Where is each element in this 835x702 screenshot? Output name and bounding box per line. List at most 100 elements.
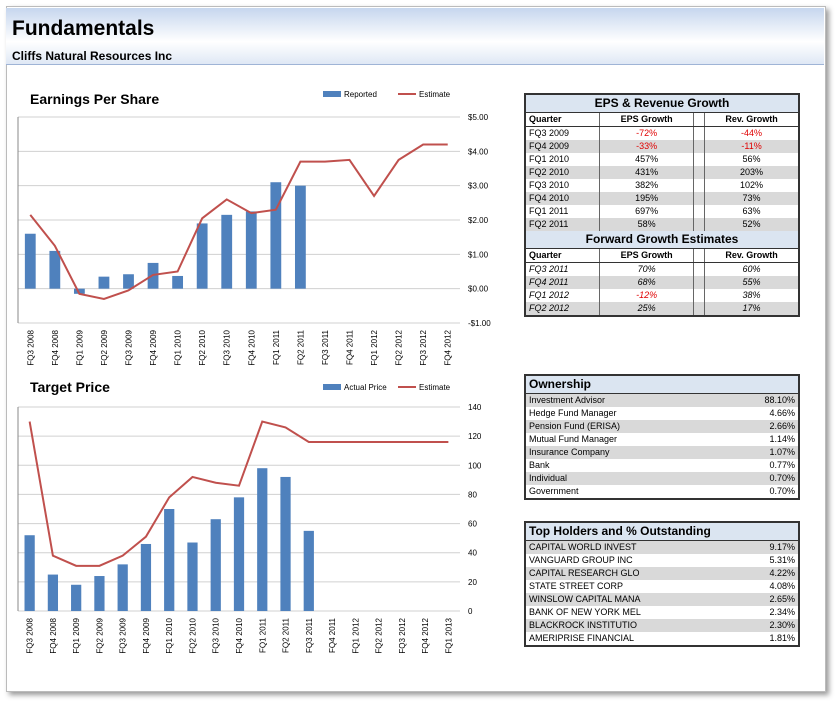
legend-label: Estimate [419,90,451,99]
table-cell: -11% [704,140,798,153]
y-tick-label: $3.00 [468,182,489,191]
x-tick-label: FQ4 2008 [49,617,58,653]
legend-swatch [323,384,341,390]
table-title-row: Ownership [526,376,798,394]
charts: Earnings Per Share -$1.00 $0.00 $1.00 $2.00 $… [17,90,491,654]
table-cell: 88.10% [723,393,798,407]
x-tick-label: FQ2 2011 [296,329,305,365]
y-tick-label: 0 [468,607,473,616]
table-cell: 63% [742,206,761,216]
x-tick-label: FQ2 2012 [395,329,404,365]
table-title-row: Top Holders and % Outstanding [526,523,798,541]
table-cell: 4.08% [769,581,795,591]
table-row: FQ3 2009 -72% -44% [526,126,798,140]
y-tick-label: -$1.00 [468,319,491,328]
table-row: FQ3 2011 70% 60% [526,262,798,276]
table-cell: 203% [704,166,798,179]
x-tick-label: FQ3 2010 [212,617,221,653]
table-row: CAPITAL RESEARCH GLO 4.22% [526,567,798,580]
table-cell: FQ2 2012 [526,302,601,315]
bar [270,182,282,289]
x-tick-label: FQ4 2009 [149,329,158,365]
x-tick-label: FQ1 2010 [174,329,183,365]
header-row: Quarter EPS Growth Rev. Growth [526,248,798,263]
x-tick-label: FQ1 2009 [75,329,84,365]
table-cell: AMERIPRISE FINANCIAL [529,633,635,643]
chart-title: Target Price [30,379,110,395]
page-subtitle: Cliffs Natural Resources Inc [12,49,173,63]
table-cell: 1.81% [769,633,795,643]
header-band [6,8,824,65]
table-cell: 58% [599,218,694,231]
bar [73,288,85,294]
x-tick-label: FQ4 2012 [421,617,430,653]
bar [24,233,36,289]
ownership-table: Ownership Investment Advisor 88.10% Hedge F… [524,374,800,500]
table-row: Insurance Company 1.07% [526,446,798,459]
table-title: Ownership [526,376,798,394]
table-cell [693,302,706,315]
table-cell: 52% [704,218,798,231]
table-row: FQ2 2010 431% 203% [526,166,798,179]
table: Ownership Investment Advisor 88.10% Hedge F… [526,376,798,498]
table-row: Individual 0.70% [526,472,798,485]
x-tick-label: FQ3 2012 [419,329,428,365]
table-cell [693,218,706,231]
table-row: Pension Fund (ERISA) 2.66% [526,420,798,433]
table-cell: 60% [742,264,761,274]
bar [210,519,221,611]
table-cell: 1.14% [769,434,795,444]
x-tick-label: FQ4 2008 [51,329,60,365]
table-cell: Investment Advisor [526,393,724,407]
table-cell [693,140,706,153]
table-cell: 56% [742,154,761,164]
legend-label: Estimate [419,383,451,392]
bar [117,564,128,611]
x-tick-label: FQ4 2010 [235,617,244,653]
x-tick-label: FQ4 2010 [247,329,256,365]
bar [233,497,245,611]
table-cell [693,276,706,289]
table-cell: FQ4 2011 [526,276,601,289]
y-tick-label: 60 [468,520,477,529]
table-cell: 2.65% [740,593,798,606]
table-row: FQ1 2012 -12% 38% [526,289,798,302]
table-cell: 0.70% [723,472,798,485]
bar [294,185,306,289]
table-cell: FQ3 2009 [526,126,601,140]
x-tick-label: FQ1 2013 [444,617,453,653]
bar [245,211,257,289]
table-cell: 0.70% [769,486,795,496]
table-cell: 0.77% [769,460,795,470]
table-row: BANK OF NEW YORK MEL 2.34% [526,606,798,619]
table-row: Mutual Fund Manager 1.14% [526,433,798,446]
bar [303,530,314,611]
table-cell [693,153,706,166]
column-header [693,112,706,127]
table-cell: Bank [529,460,550,470]
table-cell: Individual [526,472,724,485]
x-tick-label: FQ4 2012 [444,329,453,365]
table-cell [693,289,706,302]
table-cell: 382% [599,179,694,192]
table-row: CAPITAL WORLD INVEST 9.17% [526,540,798,554]
table-cell: 17% [704,302,798,315]
column-header: Quarter [526,112,601,127]
bar [47,574,59,611]
bar [71,584,82,611]
y-tick-label: 40 [468,549,477,558]
bar [187,542,198,611]
table-cell: CAPITAL RESEARCH GLO [526,567,741,580]
y-tick-label: 100 [468,461,482,470]
table-row: FQ4 2011 68% 55% [526,276,798,289]
bar [257,468,268,611]
x-tick-label: FQ3 2008 [26,617,35,653]
line [29,143,448,301]
line [28,420,449,567]
table-title: Top Holders and % Outstanding [526,523,798,541]
x-tick-label: FQ1 2012 [351,617,360,653]
y-tick-label: 120 [468,432,482,441]
y-tick-label: $4.00 [468,147,489,156]
bar [98,276,110,289]
header-row: Quarter EPS Growth Rev. Growth [526,112,798,127]
